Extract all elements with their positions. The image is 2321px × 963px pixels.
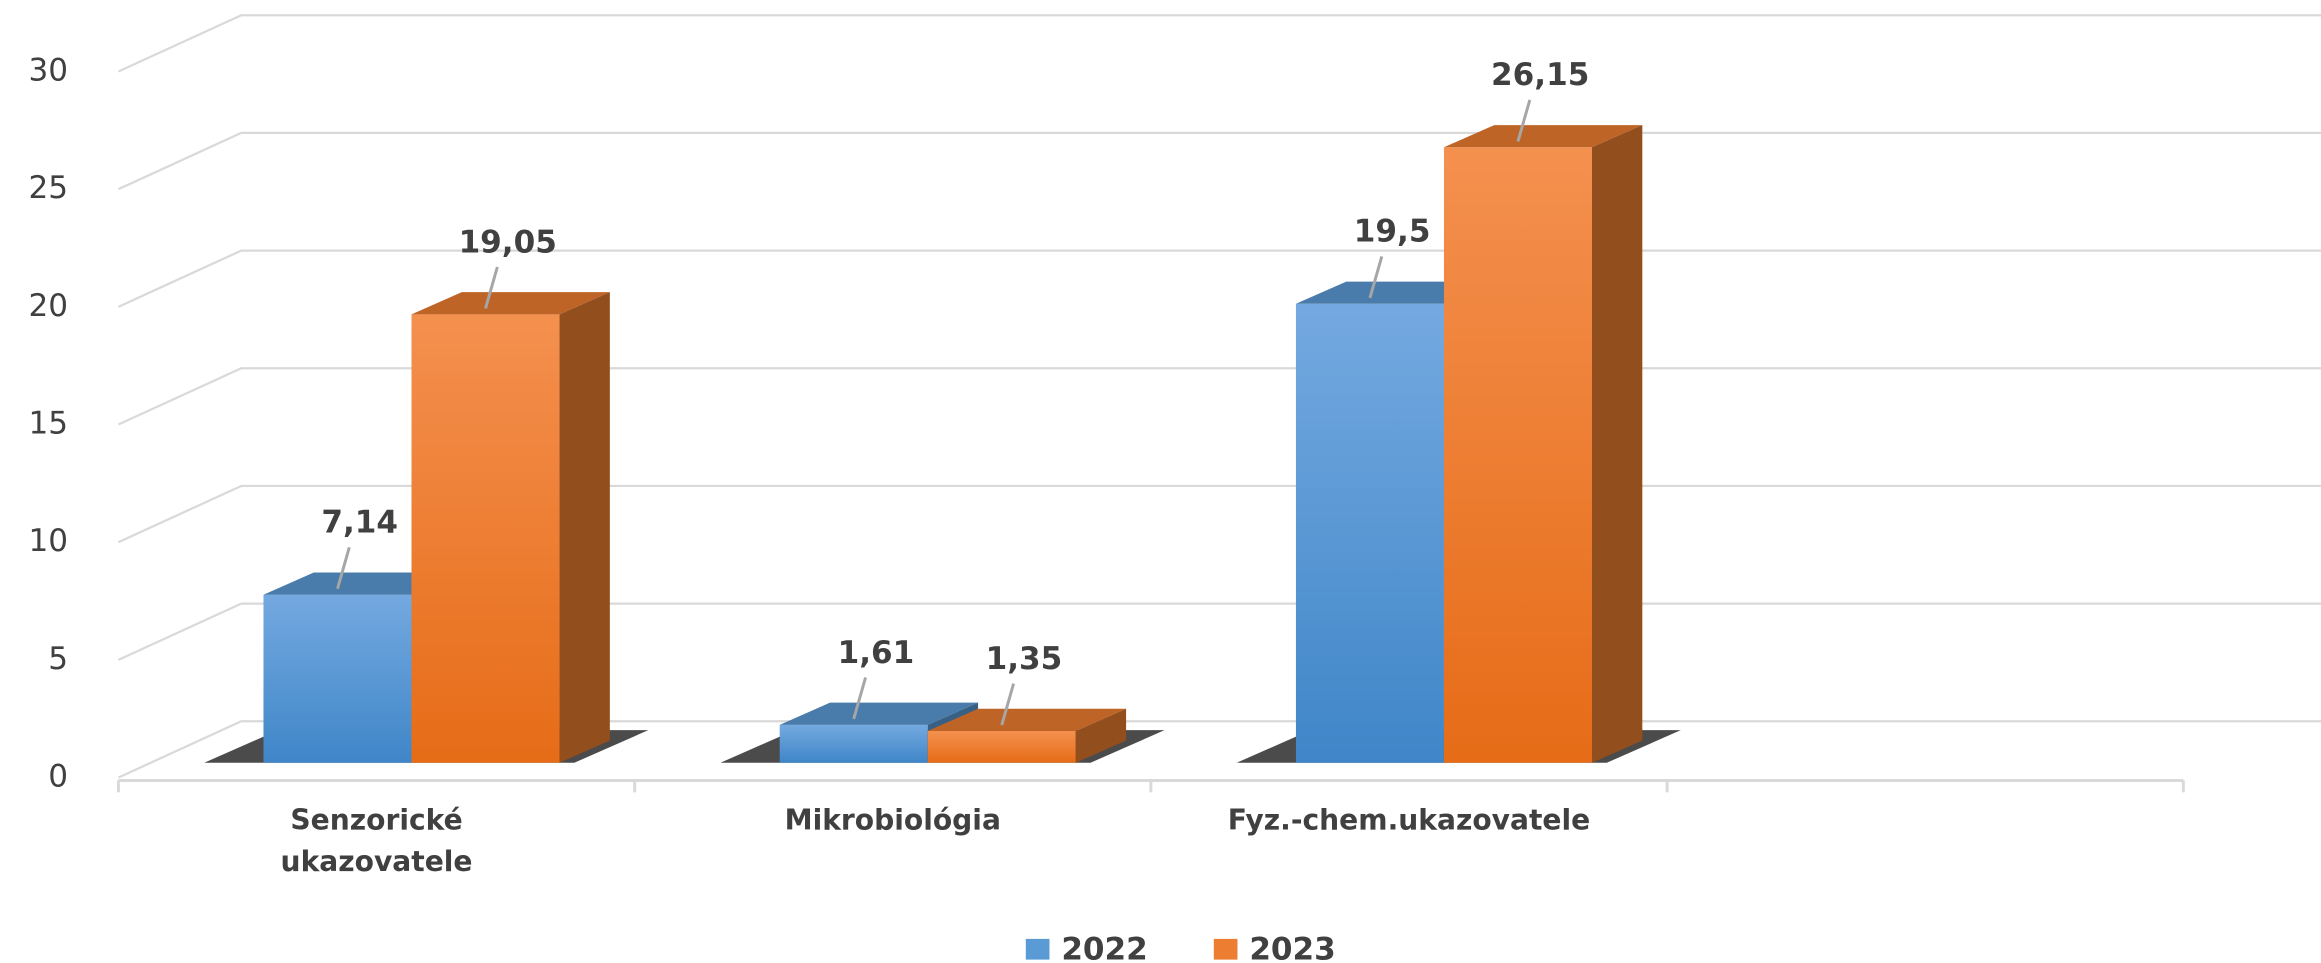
y-tick-label: 20	[29, 288, 69, 324]
y-tick-label: 5	[48, 641, 68, 677]
bar	[411, 292, 610, 763]
y-tick-label: 0	[48, 759, 68, 795]
x-tick-label-box: Senzorické ukazovatele	[280, 804, 473, 879]
grid-line	[117, 131, 2321, 191]
bar-front	[1443, 147, 1592, 763]
bar-side	[1075, 708, 1127, 763]
bar-top	[779, 702, 979, 725]
legend-swatch	[1213, 938, 1238, 960]
data-label: 1,35	[986, 641, 1063, 677]
leader-line	[336, 546, 351, 590]
x-tick-label: Fyz.-chem.ukazovatele	[1227, 804, 1591, 837]
leader-line	[1368, 256, 1384, 299]
bar-side	[559, 292, 610, 763]
leader-line	[484, 266, 499, 309]
bar	[1443, 125, 1643, 763]
data-label: 7,14	[321, 505, 398, 541]
bar-front	[927, 730, 1076, 763]
bar-front	[263, 594, 412, 763]
grid-line	[117, 14, 2321, 73]
leader-line	[852, 677, 867, 720]
y-tick-label: 25	[29, 170, 69, 206]
bar-top	[1443, 125, 1643, 148]
data-label: 26,15	[1491, 57, 1589, 93]
bar-front	[411, 314, 560, 763]
data-label: 1,61	[838, 635, 915, 671]
leader-line	[1516, 99, 1532, 142]
bar-front	[779, 724, 928, 763]
x-tick-label-box: Fyz.-chem.ukazovatele	[1227, 804, 1591, 837]
legend-swatch	[1025, 938, 1050, 960]
leader-line	[1000, 683, 1016, 726]
y-tick-label: 30	[29, 52, 69, 88]
legend-label: 2023	[1249, 932, 1336, 963]
bar-side	[1591, 125, 1643, 763]
x-tick-label-box: Mikrobiológia	[784, 804, 1001, 837]
legend-label: 2022	[1061, 932, 1148, 963]
x-tick-label: Senzorické ukazovatele	[280, 804, 473, 879]
bar	[927, 708, 1127, 763]
bar-top	[411, 292, 610, 315]
data-label: 19,5	[1354, 214, 1431, 250]
bar-top	[927, 708, 1127, 731]
bar-front	[1295, 303, 1444, 763]
x-tick-label: Mikrobiológia	[784, 804, 1001, 837]
y-tick-label: 10	[29, 523, 69, 559]
data-label: 19,05	[459, 224, 557, 260]
y-tick-label: 15	[29, 406, 69, 442]
